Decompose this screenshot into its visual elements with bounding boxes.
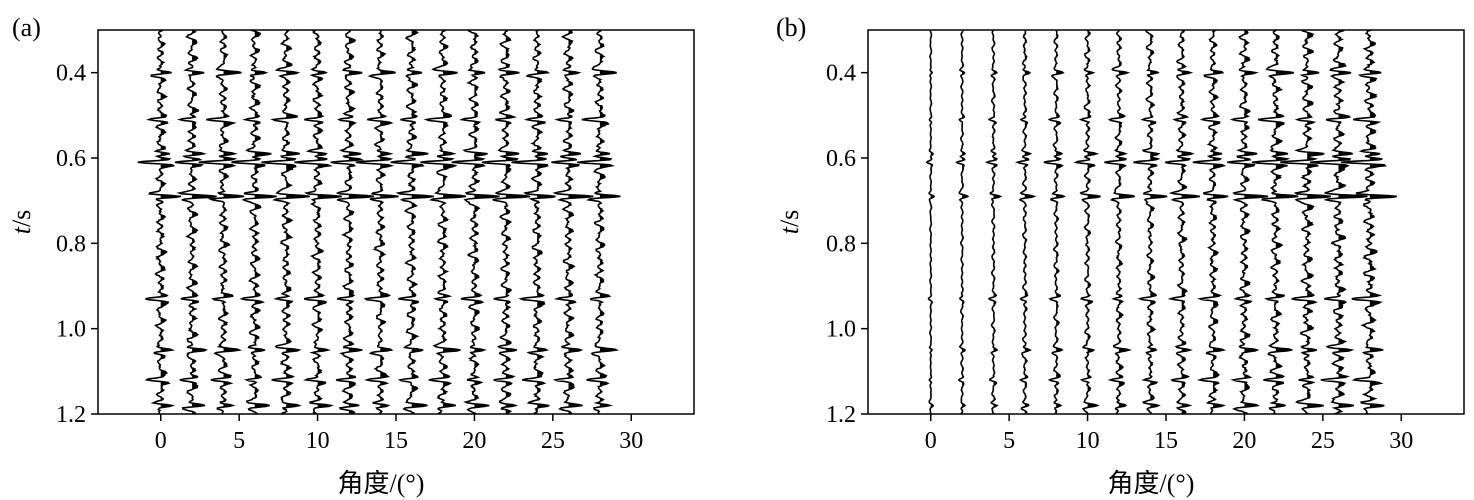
trace-18 bbox=[1192, 30, 1229, 414]
y-tick-label: 1.2 bbox=[826, 402, 856, 428]
x-tick-label: 20 bbox=[462, 428, 486, 454]
plot-frame bbox=[867, 29, 1465, 415]
trace-10 bbox=[1073, 30, 1101, 414]
y-tick-label: 1.2 bbox=[56, 402, 86, 428]
trace-2 bbox=[174, 30, 217, 414]
x-tick-label: 25 bbox=[541, 428, 565, 454]
trace-fill-12 bbox=[348, 30, 374, 414]
x-tick-label: 30 bbox=[619, 428, 643, 454]
y-axis-label-italic: t bbox=[7, 226, 36, 234]
trace-28 bbox=[1340, 30, 1398, 414]
trace-fill-8 bbox=[1056, 30, 1064, 414]
trace-fill-20 bbox=[474, 33, 500, 414]
y-axis-label: t/s bbox=[7, 210, 36, 235]
trace-8 bbox=[1043, 30, 1067, 414]
trace-26 bbox=[551, 30, 594, 414]
y-tick-label: 0.8 bbox=[826, 231, 856, 257]
y-tick-label: 0.4 bbox=[826, 61, 856, 87]
trace-6 bbox=[1014, 30, 1037, 414]
trace-16 bbox=[1165, 30, 1200, 414]
trace-fill-26 bbox=[568, 30, 594, 414]
trace-28 bbox=[577, 30, 621, 414]
y-axis-label: t/s bbox=[775, 210, 804, 235]
x-tick-label: 15 bbox=[384, 428, 408, 454]
y-tick-label: 0.8 bbox=[56, 231, 86, 257]
trace-4 bbox=[198, 30, 245, 414]
y-tick-label: 1.0 bbox=[826, 317, 856, 343]
trace-24 bbox=[511, 30, 556, 414]
traces bbox=[137, 30, 621, 414]
trace-22 bbox=[1251, 30, 1299, 414]
trace-20 bbox=[1227, 30, 1269, 414]
x-tick-label: 20 bbox=[1232, 428, 1256, 454]
trace-26 bbox=[1309, 30, 1368, 414]
y-tick-label: 0.6 bbox=[826, 146, 856, 172]
y-tick-label: 1.0 bbox=[56, 317, 86, 343]
x-tick-label: 0 bbox=[925, 428, 937, 454]
trace-16 bbox=[390, 30, 435, 414]
trace-12 bbox=[330, 30, 375, 414]
y-tick-label: 0.6 bbox=[56, 146, 86, 172]
trace-18 bbox=[420, 30, 467, 414]
x-tick-label: 0 bbox=[155, 428, 167, 454]
trace-fill-14 bbox=[1150, 34, 1168, 414]
trace-fill-10 bbox=[317, 36, 342, 408]
panel-a: (a) 0.4 0.6 0.8 1.0 1.2 0 5 10 15 20 25 30 角度/(°) t/s bbox=[7, 13, 695, 498]
x-tick-label: 10 bbox=[1076, 428, 1100, 454]
x-tick-label: 30 bbox=[1389, 428, 1413, 454]
traces bbox=[925, 30, 1398, 414]
trace-0 bbox=[137, 30, 182, 414]
trace-8 bbox=[261, 30, 310, 414]
trace-6 bbox=[231, 30, 277, 414]
x-axis-label: 角度/(°) bbox=[338, 469, 425, 498]
y-axis-label-rest: /s bbox=[775, 210, 804, 227]
trace-2 bbox=[955, 30, 970, 414]
x-tick-label: 15 bbox=[1154, 428, 1178, 454]
x-tick-label: 25 bbox=[1311, 428, 1335, 454]
trace-14 bbox=[355, 30, 399, 414]
x-tick-label: 5 bbox=[233, 428, 245, 454]
panel-label: (a) bbox=[12, 13, 41, 42]
trace-0 bbox=[925, 30, 936, 414]
x-axis-label: 角度/(°) bbox=[1108, 469, 1195, 498]
trace-fill-24 bbox=[537, 30, 556, 413]
x-tick-label: 10 bbox=[306, 428, 330, 454]
trace-12 bbox=[1104, 30, 1135, 414]
y-axis-label-rest: /s bbox=[7, 210, 36, 227]
y-tick-label: 0.4 bbox=[56, 61, 86, 87]
trace-fill-10 bbox=[1087, 30, 1101, 414]
trace-fill-2 bbox=[192, 30, 217, 414]
trace-fill-16 bbox=[411, 30, 434, 414]
trace-20 bbox=[451, 30, 500, 414]
trace-24 bbox=[1280, 30, 1332, 414]
trace-4 bbox=[984, 30, 1003, 414]
y-axis-label-italic: t bbox=[775, 226, 804, 234]
trace-10 bbox=[294, 30, 342, 414]
panel-b: (b) 0.4 0.6 0.8 1.0 1.2 0 5 10 15 20 25 30 角度/(°) t/s bbox=[775, 13, 1465, 498]
trace-fill-14 bbox=[380, 30, 399, 414]
trace-22 bbox=[481, 30, 531, 414]
trace-14 bbox=[1133, 30, 1168, 414]
trace-fill-20 bbox=[1244, 30, 1268, 414]
x-tick-label: 5 bbox=[1003, 428, 1015, 454]
panel-label: (b) bbox=[776, 13, 806, 42]
